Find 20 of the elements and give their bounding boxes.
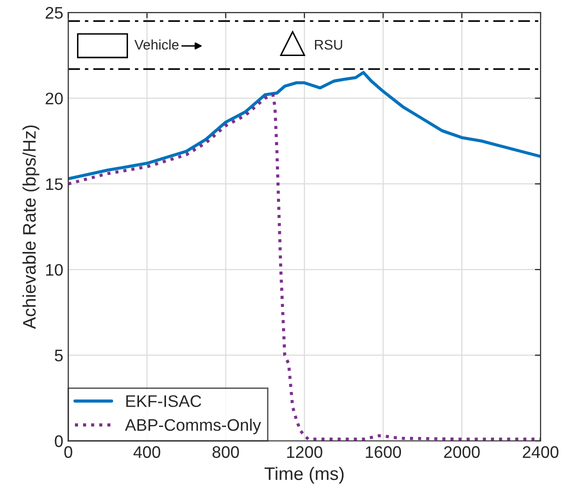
- annotation: Vehicle: [134, 39, 179, 50]
- y-tick-label: 0: [54, 435, 63, 448]
- x-tick-label: 800: [212, 446, 239, 458]
- y-tick-label: 10: [46, 264, 63, 276]
- y-tick-label: 25: [46, 6, 63, 19]
- x-tick-label: 1200: [287, 446, 322, 458]
- x-tick-label: 0: [64, 446, 72, 458]
- y-tick-label: 5: [54, 350, 63, 362]
- x-tick-label: 2400: [522, 446, 558, 458]
- line-series: [68, 70, 541, 180]
- y-tick-label: 15: [46, 178, 63, 190]
- x-tick-label: 1600: [366, 446, 402, 458]
- x-axis-title: Time (ms): [264, 466, 344, 484]
- annotation: RSU: [315, 40, 342, 50]
- x-tick-label: 400: [133, 446, 160, 458]
- y-axis-title: Achievable Rate (bps/Hz): [22, 125, 40, 330]
- x-tick-label: 2000: [444, 446, 480, 458]
- legend-label: ABP-Comms-Only: [124, 418, 262, 434]
- y-tick-label: 20: [46, 92, 63, 104]
- legend-label: EKF-ISAC: [126, 395, 202, 408]
